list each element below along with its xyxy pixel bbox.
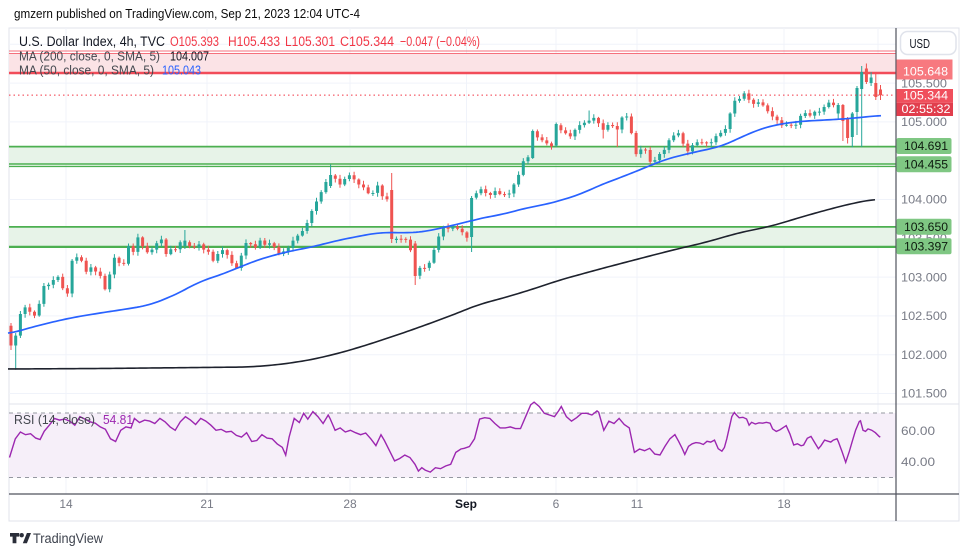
svg-text:102.500: 102.500: [901, 309, 947, 323]
svg-text:6: 6: [553, 497, 560, 511]
svg-text:−0.047 (−0.04%): −0.047 (−0.04%): [400, 34, 480, 49]
svg-text:O105.393: O105.393: [170, 34, 219, 49]
svg-text:105.500: 105.500: [901, 76, 947, 90]
svg-text:USD: USD: [910, 36, 931, 51]
svg-text:103.397: 103.397: [904, 240, 948, 254]
svg-text:TradingView: TradingView: [33, 531, 103, 546]
svg-text:U.S. Dollar Index, 4h, TVC: U.S. Dollar Index, 4h, TVC: [19, 34, 165, 49]
svg-text:105.043: 105.043: [162, 64, 201, 78]
svg-text:C105.344: C105.344: [340, 34, 394, 49]
svg-text:105.000: 105.000: [901, 115, 947, 129]
svg-text:104.691: 104.691: [904, 139, 948, 153]
svg-text:28: 28: [343, 497, 357, 511]
svg-text:60.00: 60.00: [901, 424, 935, 438]
svg-text:104.455: 104.455: [904, 157, 948, 171]
svg-text:103.000: 103.000: [901, 270, 947, 284]
svg-text:MA (50, close, 0, SMA, 5): MA (50, close, 0, SMA, 5): [19, 64, 154, 78]
svg-text:54.81: 54.81: [103, 413, 133, 427]
svg-text:18: 18: [777, 497, 791, 511]
svg-text:11: 11: [631, 497, 644, 511]
svg-text:RSI (14, close): RSI (14, close): [14, 413, 95, 427]
svg-text:103.650: 103.650: [904, 220, 948, 234]
svg-text:40.00: 40.00: [901, 455, 935, 469]
svg-text:105.344: 105.344: [903, 89, 948, 103]
svg-text:L105.301: L105.301: [285, 34, 335, 49]
svg-text:101.500: 101.500: [901, 387, 947, 401]
svg-text:gmzern published on TradingVie: gmzern published on TradingView.com, Sep…: [14, 7, 360, 21]
svg-text:21: 21: [200, 497, 214, 511]
svg-text:102.000: 102.000: [901, 348, 947, 362]
svg-text:Sep: Sep: [455, 497, 477, 511]
svg-text:104.007: 104.007: [170, 50, 209, 64]
svg-text:14: 14: [59, 497, 73, 511]
svg-text:MA (200, close, 0, SMA, 5): MA (200, close, 0, SMA, 5): [19, 50, 160, 64]
svg-text:105.648: 105.648: [903, 65, 948, 79]
svg-text:02:55:32: 02:55:32: [902, 102, 951, 116]
svg-text:104.000: 104.000: [901, 193, 947, 207]
svg-text:H105.433: H105.433: [228, 34, 280, 49]
